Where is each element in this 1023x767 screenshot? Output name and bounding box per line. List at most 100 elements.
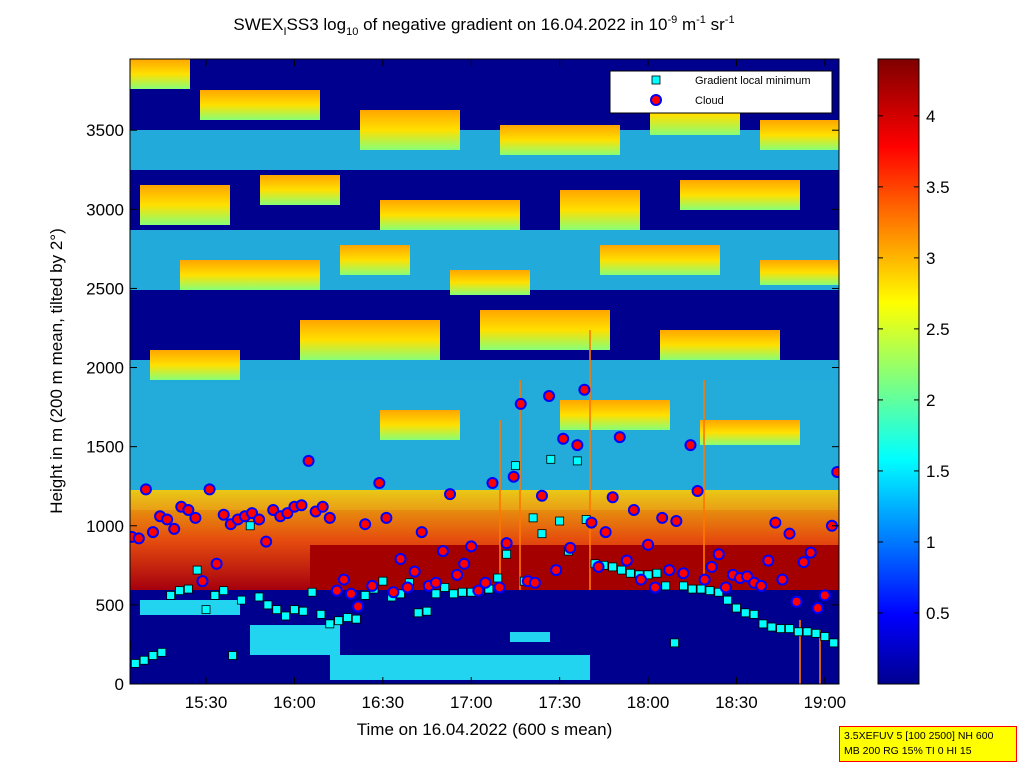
- cloud-point: [345, 587, 358, 600]
- gradient-minimum-point: [148, 651, 158, 660]
- legend-box: [609, 70, 833, 114]
- colorbar-gradient: [877, 58, 920, 685]
- cloud-point: [451, 568, 464, 581]
- x-tick-label: 16:00: [273, 693, 316, 712]
- x-tick-label: 18:30: [715, 693, 758, 712]
- gradient-minimum-point: [272, 605, 282, 615]
- gradient-minimum-point: [625, 568, 635, 578]
- cloud-marker-series: [130, 383, 839, 615]
- cloud-point: [182, 503, 195, 516]
- gradient-minimum-point: [528, 513, 538, 523]
- cloud-point: [705, 560, 718, 573]
- cloud-point: [613, 431, 626, 444]
- cloud-point: [429, 576, 442, 589]
- gradient-minimum-point: [617, 565, 626, 575]
- gradient-minimum-point: [776, 624, 786, 634]
- cloud-point: [634, 573, 647, 586]
- cloud-point: [691, 484, 704, 497]
- gradient-minimum-point: [360, 590, 370, 600]
- gradient-minimum-point: [175, 586, 184, 596]
- cloud-point: [253, 513, 266, 526]
- colorbar-tick-label: 4: [926, 107, 935, 126]
- cloud-point: [359, 518, 372, 531]
- cloud-point: [818, 589, 831, 602]
- cloud-point: [642, 538, 655, 551]
- cloud-point: [649, 581, 662, 594]
- gradient-minimum-point: [661, 581, 671, 591]
- cloud-point: [719, 581, 732, 594]
- y-tick-label: 2000: [86, 359, 124, 378]
- cloud-point: [337, 573, 350, 586]
- cloud-point: [330, 584, 343, 597]
- gradient-minimum-point: [130, 641, 131, 651]
- cloud-point: [295, 499, 308, 512]
- cloud-point: [769, 516, 782, 529]
- cloud-point: [139, 483, 152, 496]
- info-line-1: 3.5XEFUV 5 [100 2500] NH 600: [844, 730, 994, 742]
- cloud-point: [571, 439, 584, 452]
- gradient-minimum-point: [811, 628, 821, 638]
- cloud-point: [535, 489, 548, 502]
- cloud-point: [380, 511, 393, 524]
- cloud-point: [436, 545, 449, 558]
- gradient-minimum-point: [201, 605, 211, 615]
- cloud-point: [663, 564, 676, 577]
- gradient-minimum-point: [422, 606, 432, 616]
- cloud-point: [260, 535, 273, 548]
- y-tick-label: 0: [115, 675, 124, 694]
- cloud-point: [316, 500, 329, 513]
- cloud-point: [189, 511, 202, 524]
- gradient-minimum-point: [334, 616, 344, 626]
- x-tick-label: 19:00: [804, 693, 847, 712]
- cloud-point: [599, 526, 612, 539]
- gradient-minimum-point: [493, 573, 503, 583]
- gradient-minimum-point: [263, 600, 273, 610]
- cloud-point: [578, 383, 591, 396]
- cloud-point: [656, 511, 669, 524]
- gradient-minimum-point: [413, 608, 423, 618]
- colorbar-tick-label: 3: [926, 249, 935, 268]
- cloud-point: [670, 515, 683, 528]
- gradient-minimum-point: [307, 587, 317, 597]
- cloud-point: [783, 527, 796, 540]
- gradient-minimum-point: [723, 595, 733, 605]
- gradient-minimum-point: [740, 608, 750, 618]
- cloud-point: [408, 565, 421, 578]
- cloud-point: [564, 541, 577, 554]
- cloud-point: [776, 573, 789, 586]
- cloud-point: [196, 575, 209, 588]
- legend-cloud-marker: [650, 94, 662, 106]
- cloud-point: [811, 602, 824, 615]
- gradient-minimum-point: [254, 592, 264, 602]
- gradient-minimum-point: [820, 632, 830, 641]
- gradient-minimum-point: [670, 638, 679, 648]
- cloud-point: [472, 584, 485, 597]
- cloud-point: [210, 557, 223, 570]
- gradient-minimum-point: [219, 586, 229, 596]
- gradient-minimum-point: [130, 659, 140, 668]
- y-axis: 0 500 1000 1500 2000 2500 3000 3500: [86, 121, 839, 694]
- gradient-minimum-point: [325, 619, 335, 629]
- colorbar-tick-label: 1.5: [926, 462, 950, 481]
- gradient-minimum-point: [192, 565, 202, 575]
- cloud-point: [132, 532, 145, 545]
- y-tick-label: 3000: [86, 200, 124, 219]
- gradient-minimum-point: [210, 590, 220, 600]
- cloud-point: [592, 560, 605, 573]
- gradient-minimum-point: [555, 516, 565, 526]
- cloud-point: [507, 470, 520, 483]
- cloud-point: [217, 508, 230, 521]
- cloud-point: [352, 600, 365, 613]
- gradient-minimum-point: [166, 590, 176, 600]
- x-tick-label: 17:00: [450, 693, 493, 712]
- cloud-point: [698, 573, 711, 586]
- x-tick-label: 15:30: [185, 693, 228, 712]
- cloud-point: [797, 556, 810, 569]
- cloud-point: [401, 581, 414, 594]
- cloud-point: [458, 557, 471, 570]
- y-tick-label: 2500: [86, 279, 124, 298]
- gradient-minimum-point: [802, 627, 812, 637]
- colorbar-tick-label: 0.5: [926, 604, 950, 623]
- gradient-minimum-point: [449, 589, 458, 599]
